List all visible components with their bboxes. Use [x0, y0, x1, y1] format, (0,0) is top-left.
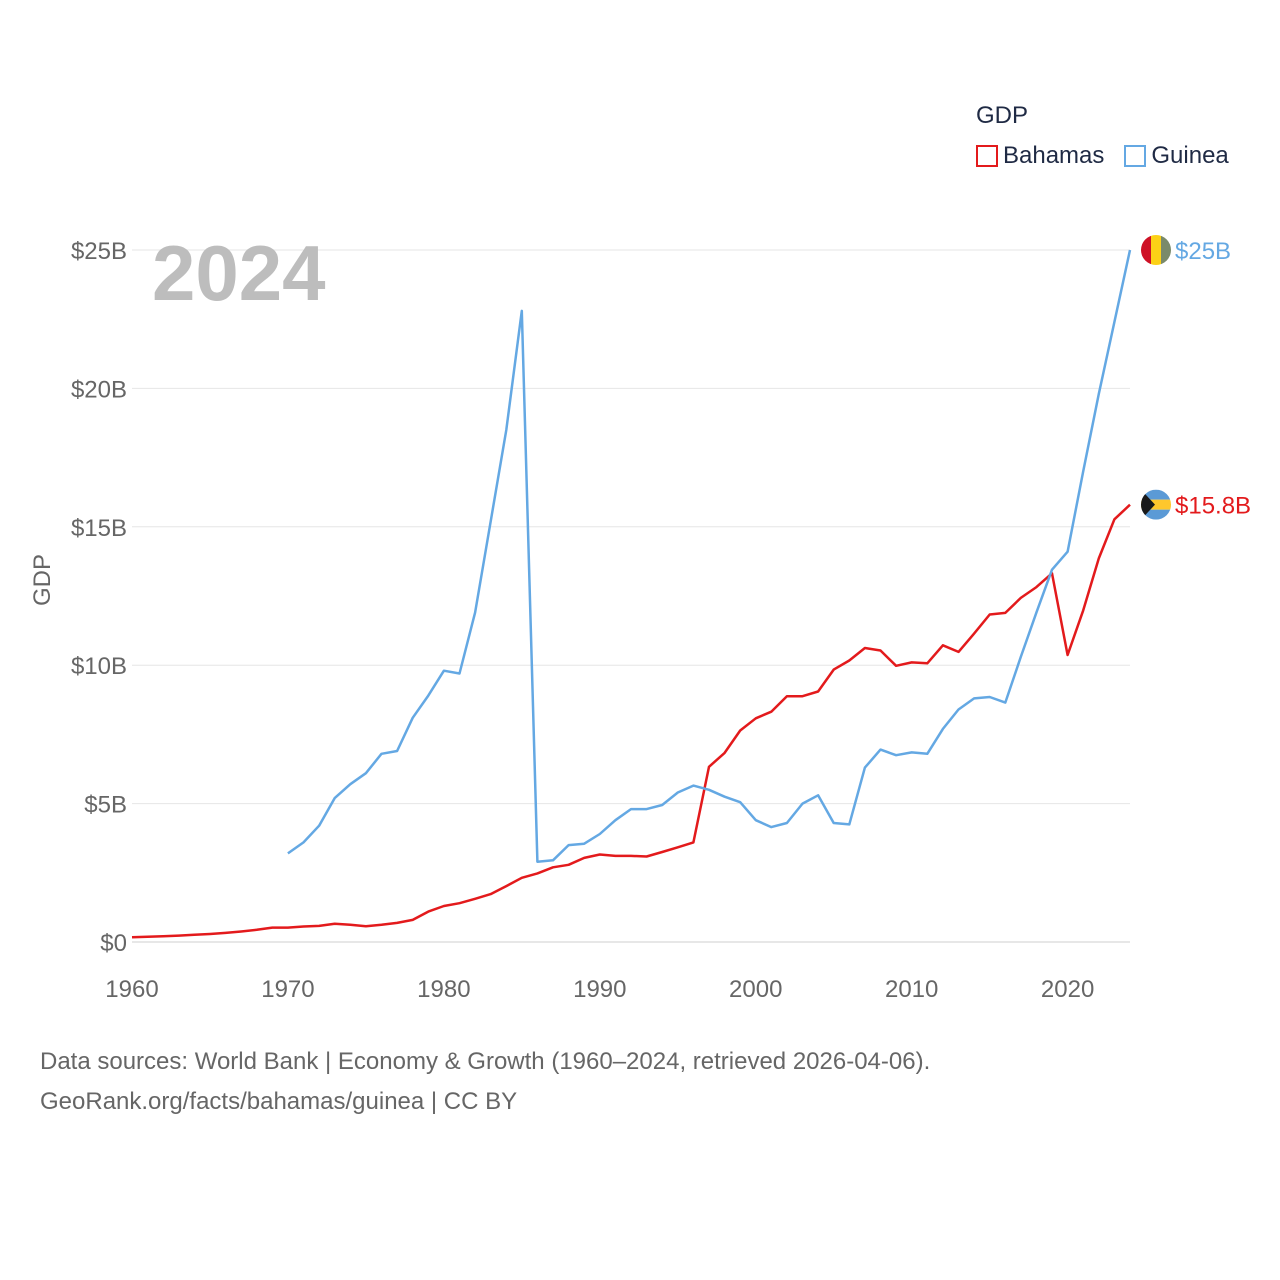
- x-tick-label: 1960: [105, 976, 158, 1003]
- y-axis-tick-labels: $0 $5B $10B $15B $20B $25B: [71, 238, 127, 957]
- legend-item-guinea[interactable]: Guinea: [1124, 142, 1229, 170]
- y-tick-label: $20B: [71, 376, 127, 403]
- y-tick-label: $15B: [71, 515, 127, 542]
- series-lines: [131, 249, 1132, 939]
- end-label-bahamas: $15.8B: [1175, 493, 1251, 520]
- series-line-guinea: [287, 249, 1132, 863]
- x-tick-label: 1970: [261, 976, 314, 1003]
- x-tick-label: 1980: [417, 976, 470, 1003]
- legend-title: GDP: [976, 102, 1029, 129]
- sources-line-2: GeoRank.org/facts/bahamas/guinea | CC BY: [40, 1088, 518, 1115]
- legend-swatch-guinea: [1124, 145, 1147, 167]
- year-label: 2024: [152, 229, 326, 317]
- x-tick-label: 2000: [729, 976, 782, 1003]
- y-tick-label: $5B: [84, 792, 127, 819]
- legend-label-bahamas: Bahamas: [1003, 142, 1105, 169]
- legend-label-guinea: Guinea: [1151, 142, 1229, 169]
- series-line-bahamas: [131, 503, 1131, 939]
- data-sources: Data sources: World Bank | Economy & Gro…: [40, 1042, 930, 1122]
- grid-lines: [132, 249, 1130, 943]
- y-axis-label: GDP: [29, 554, 56, 606]
- legend-swatch-bahamas: [976, 145, 998, 167]
- x-tick-label: 2020: [1041, 976, 1094, 1003]
- legend: Bahamas Guinea: [976, 142, 1249, 170]
- sources-line-1: Data sources: World Bank | Economy & Gro…: [40, 1048, 931, 1075]
- y-tick-label: $25B: [71, 238, 127, 265]
- y-tick-label: $10B: [71, 653, 127, 680]
- x-axis-tick-labels: 1960 1970 1980 1990 2000 2010 2020: [105, 976, 1094, 1003]
- y-tick-label: $0: [100, 930, 127, 957]
- legend-item-bahamas[interactable]: Bahamas: [976, 142, 1104, 170]
- x-tick-label: 2010: [885, 976, 938, 1003]
- x-tick-label: 1990: [573, 976, 626, 1003]
- end-label-guinea: $25B: [1175, 238, 1231, 265]
- flag-bahamas-icon: [1141, 489, 1171, 520]
- flag-guinea-icon: [1141, 235, 1171, 265]
- series-end-labels: $15.8B $25B: [1141, 235, 1251, 520]
